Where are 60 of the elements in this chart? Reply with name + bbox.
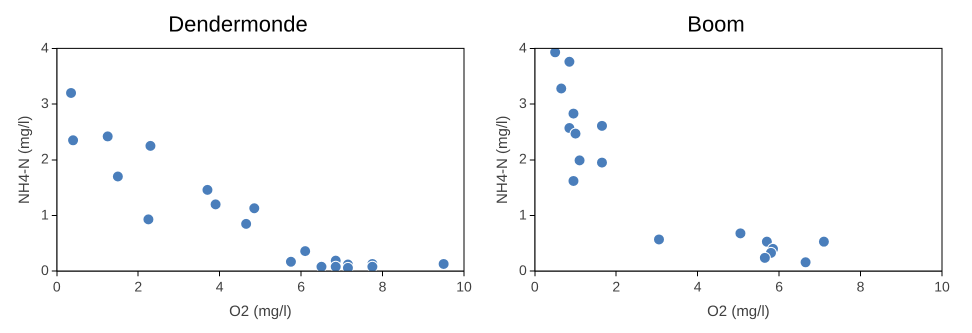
y-tick-label: 4 <box>40 39 49 56</box>
point <box>574 154 586 166</box>
point <box>563 56 576 68</box>
point <box>65 86 78 99</box>
point <box>240 218 252 230</box>
y-tick-label: 4 <box>518 39 527 56</box>
x-tick-label: 0 <box>530 278 539 294</box>
point <box>248 202 260 214</box>
point <box>144 140 156 152</box>
x-tick-label: 8 <box>856 278 865 294</box>
chart-title: Boom <box>687 11 745 36</box>
point <box>758 252 771 264</box>
point <box>342 262 354 272</box>
point <box>438 258 450 270</box>
x-axis-title: O2 (mg/l) <box>229 303 292 320</box>
point <box>210 198 222 210</box>
point <box>818 236 830 248</box>
x-tick-label: 2 <box>134 278 142 294</box>
point <box>142 213 154 226</box>
point <box>652 233 665 246</box>
x-tick-label: 8 <box>378 278 387 294</box>
point <box>201 184 214 196</box>
x-tick-label: 10 <box>456 278 472 294</box>
x-tick-label: 4 <box>694 278 702 294</box>
y-tick-label: 2 <box>40 150 49 167</box>
point <box>567 174 580 187</box>
x-tick-label: 2 <box>612 278 620 294</box>
y-tick-label: 3 <box>40 94 49 111</box>
point <box>102 130 114 142</box>
x-axis-title: O2 (mg/l) <box>707 303 770 320</box>
point <box>112 170 124 183</box>
point <box>760 236 773 248</box>
y-tick-label: 3 <box>518 94 527 111</box>
y-tick-label: 1 <box>40 206 49 222</box>
chart-title: Dendermonde <box>168 11 308 36</box>
point <box>555 82 568 95</box>
y-axis-title: NH4-N (mg/l) <box>16 116 34 204</box>
x-tick-label: 0 <box>52 278 61 294</box>
y-axis-title: NH4-N (mg/l) <box>494 116 512 204</box>
y-tick-label: 2 <box>518 150 527 167</box>
point <box>366 260 378 272</box>
x-tick-label: 6 <box>297 278 306 294</box>
x-tick-label: 6 <box>775 278 784 294</box>
point <box>570 128 582 140</box>
point <box>315 260 328 272</box>
point <box>67 134 80 146</box>
point <box>800 256 812 268</box>
point <box>567 108 580 120</box>
x-tick-label: 10 <box>934 278 950 294</box>
point <box>330 260 342 272</box>
point <box>596 156 608 169</box>
point <box>549 48 562 58</box>
y-tick-label: 0 <box>40 262 49 278</box>
point <box>299 245 312 258</box>
point <box>734 227 746 240</box>
y-tick-label: 0 <box>518 262 527 278</box>
point <box>284 256 297 268</box>
y-tick-label: 1 <box>518 206 527 222</box>
point <box>596 120 608 132</box>
x-tick-label: 4 <box>216 278 224 294</box>
